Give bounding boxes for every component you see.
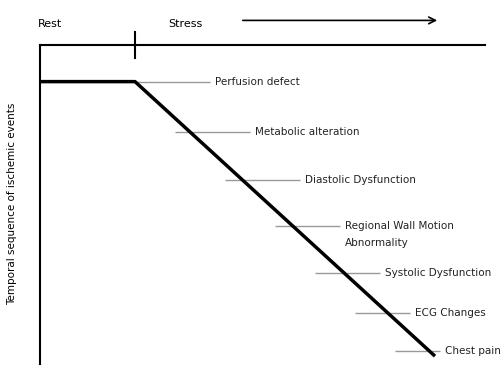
Text: Systolic Dysfunction: Systolic Dysfunction — [385, 268, 491, 278]
Text: Stress: Stress — [168, 19, 202, 29]
Text: Regional Wall Motion: Regional Wall Motion — [345, 221, 454, 231]
Text: Abnormality: Abnormality — [345, 238, 409, 248]
Text: Chest pain: Chest pain — [445, 347, 500, 356]
Text: Metabolic alteration: Metabolic alteration — [255, 127, 360, 137]
Text: Perfusion defect: Perfusion defect — [215, 77, 300, 86]
Text: ECG Changes: ECG Changes — [415, 309, 486, 318]
Text: Rest: Rest — [38, 19, 62, 29]
Text: Diastolic Dysfunction: Diastolic Dysfunction — [305, 175, 416, 185]
Text: Temporal sequence of ischemic events: Temporal sequence of ischemic events — [8, 103, 18, 305]
